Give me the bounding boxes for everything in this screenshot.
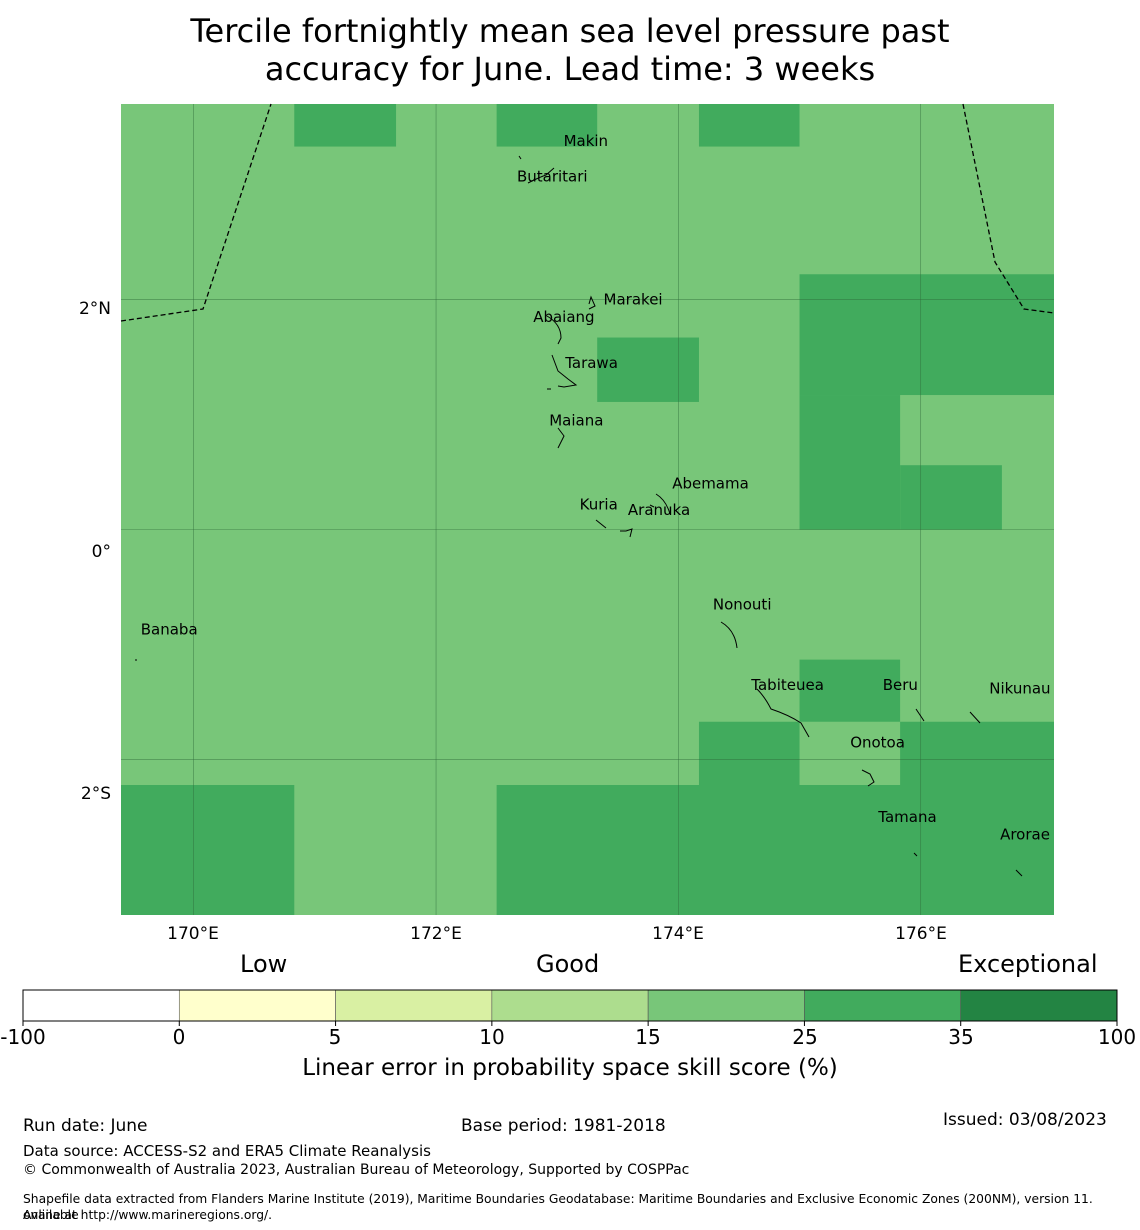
colorbar (22, 989, 1118, 1026)
island-label: Maiana (549, 411, 603, 429)
island-label: Marakei (604, 291, 663, 309)
colorbar-tick: 100 (1097, 1025, 1137, 1049)
lon-label-170e: 170°E (167, 924, 219, 944)
colorbar-title: Linear error in probability space skill … (302, 1055, 838, 1081)
island-label: Nikunau (989, 679, 1050, 697)
atoll-outline (595, 519, 607, 529)
lon-label-174e: 174°E (652, 924, 704, 944)
map-area: Makin Butaritari Marakei Abaiang Tarawa Maian… (120, 103, 1055, 915)
atoll-outline (915, 708, 925, 722)
shapefile-credit-line2: online at http://www.marineregions.org/. (23, 1208, 273, 1222)
island-label: Onotoa (850, 733, 905, 751)
category-good: Good (536, 950, 600, 978)
island-label: Kuria (580, 495, 618, 513)
issued-date: Issued: 03/08/2023 (943, 1110, 1107, 1130)
colorbar-tick: 15 (635, 1025, 661, 1049)
lat-label-2s: 2°S (80, 784, 111, 804)
colorbar-tick: 25 (792, 1025, 818, 1049)
colorbar-tick: 35 (948, 1025, 974, 1049)
colorbar-segment (491, 989, 649, 1022)
colorbar-frame (22, 989, 1118, 1022)
lat-label-2n: 2°N (78, 299, 111, 319)
skill-cell (121, 785, 295, 915)
atoll-outline (649, 504, 655, 508)
colorbar-tick: -100 (0, 1025, 46, 1049)
skill-cell (900, 721, 1054, 786)
data-source: Data source: ACCESS-S2 and ERA5 Climate … (23, 1142, 431, 1160)
island-label: Arorae (1000, 825, 1050, 843)
colorbar-segment (647, 989, 805, 1022)
island-label: Abemama (672, 475, 749, 493)
skill-cell (597, 337, 699, 402)
lon-label-176e: 176°E (895, 924, 947, 944)
atoll-outline (527, 167, 555, 184)
colorbar-segment (960, 989, 1118, 1022)
atoll-outline (546, 315, 562, 345)
lon-label-172e: 172°E (410, 924, 462, 944)
colorbar-tick: 5 (328, 1025, 342, 1049)
island-label: Makin (564, 132, 609, 150)
atoll-outline (861, 769, 875, 787)
eez-boundary-west (120, 103, 272, 322)
skill-cell (799, 659, 901, 722)
atoll-outline (913, 852, 918, 857)
atoll-outline (620, 528, 633, 538)
colorbar-segment (804, 989, 962, 1022)
category-low: Low (240, 950, 288, 978)
atoll-outline (551, 354, 578, 388)
copyright: © Commonwealth of Australia 2023, Austra… (23, 1162, 690, 1178)
skill-cell (496, 104, 598, 147)
category-exceptional: Exceptional (958, 950, 1098, 978)
island-label: Tamana (877, 808, 936, 826)
colorbar-tick: 0 (172, 1025, 186, 1049)
shapefile-credit-line1: Shapefile data extracted from Flanders M… (23, 1192, 1093, 1222)
skill-cell (698, 104, 800, 147)
atoll-outline (756, 688, 810, 738)
skill-cell (799, 274, 1054, 396)
island-label: Tarawa (564, 354, 618, 372)
colorbar-segment (178, 989, 336, 1022)
island-label: Beru (883, 676, 918, 694)
skill-cell (496, 785, 1054, 915)
atoll-outline (557, 427, 565, 449)
atoll-outline (588, 295, 596, 310)
island-label: Aranuka (628, 501, 690, 519)
skill-cell (799, 395, 901, 530)
colorbar-segment (22, 989, 180, 1022)
atoll-outline (655, 493, 671, 515)
skill-cell (698, 721, 800, 786)
map-title-line1: Tercile fortnightly mean sea level press… (190, 12, 950, 50)
eez-boundary-east (962, 103, 1055, 314)
atoll-outline (1015, 869, 1023, 877)
skill-cell (900, 465, 1002, 530)
island-label: Butaritari (517, 167, 588, 185)
island-label: Nonouti (713, 595, 772, 613)
map-title-line2: accuracy for June. Lead time: 3 weeks (264, 50, 876, 88)
island-label: Tabiteuea (750, 676, 824, 694)
atoll-outline (518, 155, 522, 160)
skill-cell (294, 104, 397, 147)
island-label: Abaiang (533, 308, 594, 326)
lat-label-0: 0° (91, 542, 111, 562)
run-date: Run date: June (23, 1116, 148, 1136)
island-label: Banaba (141, 621, 198, 639)
atoll-outline (969, 711, 981, 724)
atoll-outline (720, 621, 738, 649)
base-period: Base period: 1981-2018 (461, 1116, 666, 1136)
colorbar-segment (335, 989, 493, 1022)
colorbar-tick: 10 (479, 1025, 505, 1049)
